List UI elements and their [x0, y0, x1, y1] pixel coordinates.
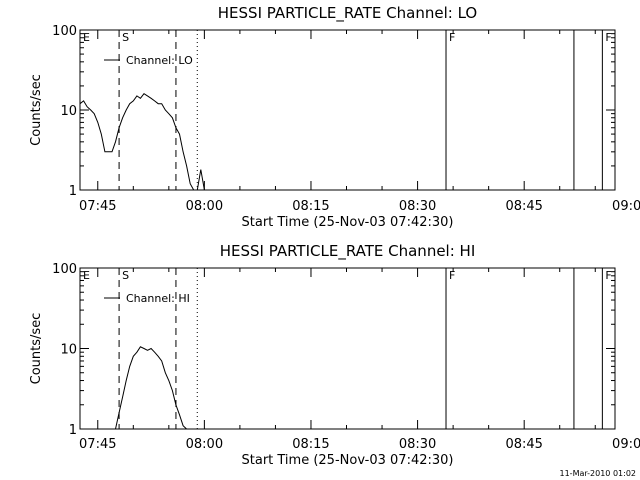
- data-series-line: [115, 346, 187, 430]
- x-tick-label: 07:45: [79, 437, 116, 452]
- y-axis-label: Counts/sec: [29, 74, 44, 146]
- legend-label: Channel: HI: [126, 292, 190, 305]
- event-marker-label: F: [605, 31, 611, 44]
- event-marker-label: F: [449, 31, 455, 44]
- footer-timestamp: 11-Mar-2010 01:02: [560, 469, 637, 478]
- event-marker-label: F: [449, 269, 455, 282]
- x-tick-label: 08:00: [186, 437, 223, 452]
- x-tick-label: 09:00: [612, 199, 640, 214]
- x-tick-label: 08:45: [505, 437, 542, 452]
- x-tick-label: 08:00: [186, 199, 223, 214]
- y-tick-label: 10: [60, 343, 77, 358]
- chart-title: HESSI PARTICLE_RATE Channel: LO: [218, 4, 477, 23]
- event-marker-label: S: [122, 269, 129, 282]
- hi-channel-chart: HESSI PARTICLE_RATE Channel: HI 1 10 100 07:…: [29, 242, 640, 468]
- event-marker-label: E: [83, 269, 90, 282]
- legend-label: Channel: LO: [126, 54, 193, 67]
- chart-title: HESSI PARTICLE_RATE Channel: HI: [220, 242, 476, 261]
- y-axis-label: Counts/sec: [29, 313, 44, 385]
- y-tick-label: 10: [60, 104, 77, 119]
- x-tick-label: 08:30: [399, 199, 436, 214]
- x-tick-label: 09:00: [612, 437, 640, 452]
- x-axis-label: Start Time (25-Nov-03 07:42:30): [242, 215, 454, 230]
- y-tick-label: 100: [52, 24, 77, 39]
- x-tick-label: 08:15: [292, 199, 329, 214]
- x-tick-label: 07:45: [79, 199, 116, 214]
- y-tick-label: 1: [69, 184, 77, 199]
- x-tick-label: 08:45: [505, 199, 542, 214]
- data-series-line: [196, 169, 205, 191]
- x-tick-label: 08:15: [292, 437, 329, 452]
- x-tick-label: 08:30: [399, 437, 436, 452]
- x-axis-label: Start Time (25-Nov-03 07:42:30): [242, 453, 454, 468]
- y-tick-label: 1: [69, 423, 77, 438]
- event-marker-label: S: [122, 31, 129, 44]
- event-marker-label: E: [83, 31, 90, 44]
- lo-channel-chart: HESSI PARTICLE_RATE Channel: LO 1 10 100 07:…: [29, 4, 640, 230]
- event-marker-label: F: [605, 269, 611, 282]
- y-tick-label: 100: [52, 262, 77, 277]
- data-series-line: [79, 93, 195, 191]
